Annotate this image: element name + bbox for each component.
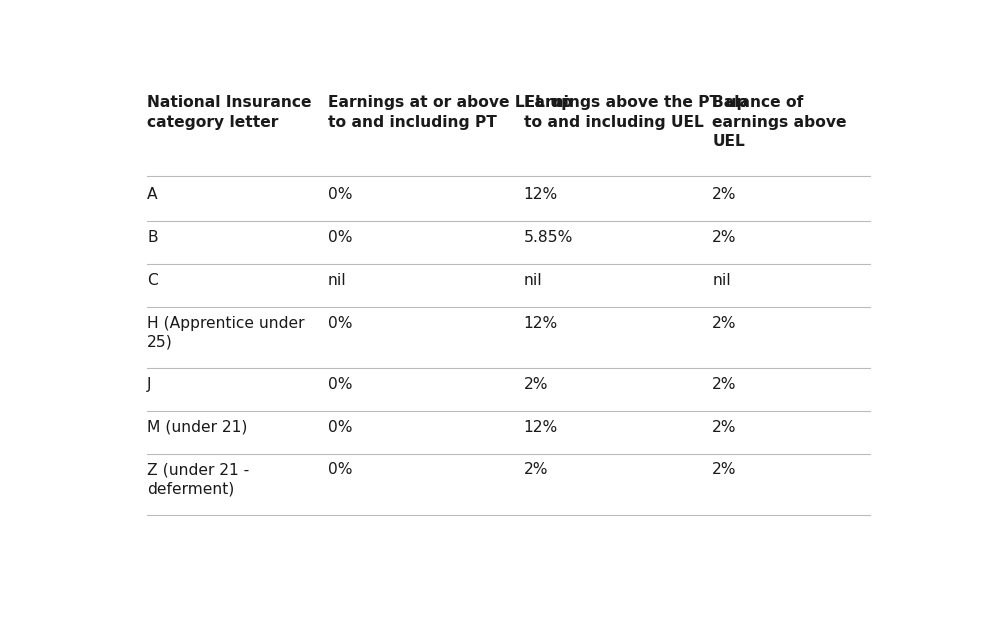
Text: 0%: 0% <box>327 463 352 477</box>
Text: 2%: 2% <box>524 463 549 477</box>
Text: National Insurance
category letter: National Insurance category letter <box>147 96 311 130</box>
Text: M (under 21): M (under 21) <box>147 420 247 435</box>
Text: 2%: 2% <box>712 377 737 392</box>
Text: nil: nil <box>524 273 543 288</box>
Text: 0%: 0% <box>327 420 352 435</box>
Text: 2%: 2% <box>524 377 549 392</box>
Text: 0%: 0% <box>327 187 352 202</box>
Text: B: B <box>147 230 158 245</box>
Text: nil: nil <box>712 273 731 288</box>
Text: nil: nil <box>327 273 346 288</box>
Text: 2%: 2% <box>712 463 737 477</box>
Text: 5.85%: 5.85% <box>524 230 573 245</box>
Text: 0%: 0% <box>327 230 352 245</box>
Text: Z (under 21 -
deferment): Z (under 21 - deferment) <box>147 463 249 497</box>
Text: A: A <box>147 187 158 202</box>
Text: 12%: 12% <box>524 187 558 202</box>
Text: 2%: 2% <box>712 420 737 435</box>
Text: Earnings above the PT up
to and including UEL: Earnings above the PT up to and includin… <box>524 96 747 130</box>
Text: 0%: 0% <box>327 377 352 392</box>
Text: 2%: 2% <box>712 187 737 202</box>
Text: 0%: 0% <box>327 316 352 331</box>
Text: 12%: 12% <box>524 420 558 435</box>
Text: J: J <box>147 377 152 392</box>
Text: 12%: 12% <box>524 316 558 331</box>
Text: 2%: 2% <box>712 230 737 245</box>
Text: H (Apprentice under
25): H (Apprentice under 25) <box>147 316 305 350</box>
Text: 2%: 2% <box>712 316 737 331</box>
Text: Earnings at or above LEL up
to and including PT: Earnings at or above LEL up to and inclu… <box>327 96 572 130</box>
Text: C: C <box>147 273 158 288</box>
Text: Balance of
earnings above
UEL: Balance of earnings above UEL <box>712 96 846 149</box>
